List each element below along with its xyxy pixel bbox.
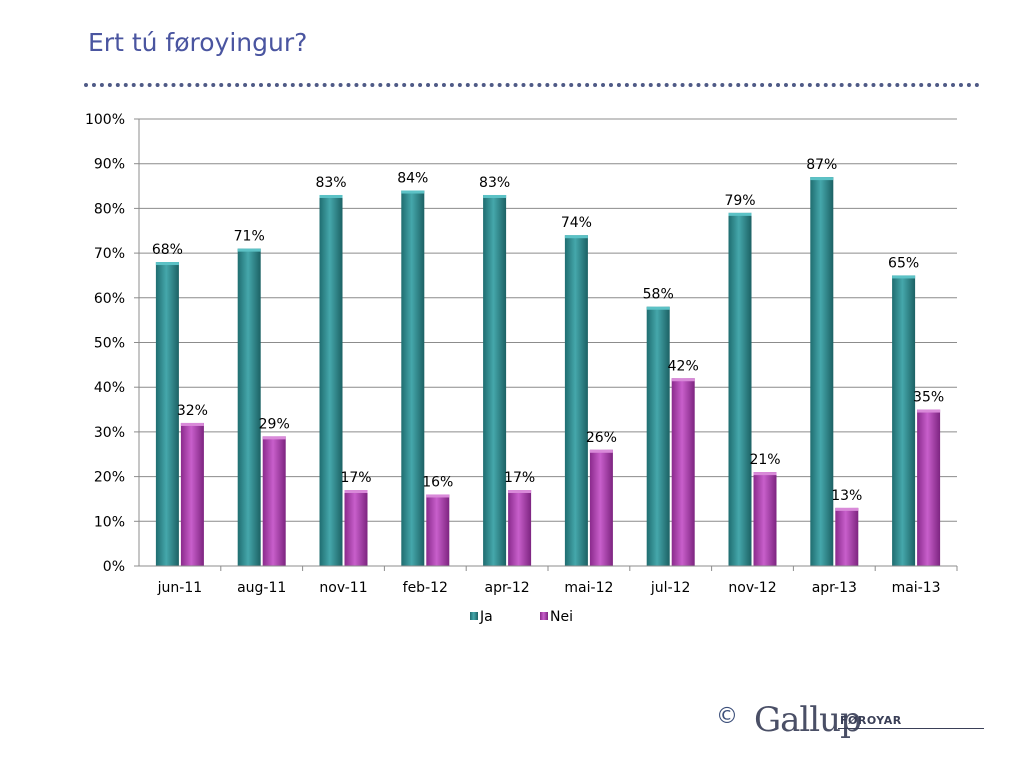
bar-nei <box>753 472 777 566</box>
data-label-nei: 32% <box>177 403 208 419</box>
bar-top-ja <box>810 177 834 181</box>
x-tick-label: jul-12 <box>650 580 691 596</box>
x-tick-label: apr-12 <box>484 580 529 596</box>
data-label-ja: 68% <box>152 242 183 258</box>
brand-underline <box>838 728 984 729</box>
bar-ja <box>810 177 834 567</box>
bar-nei <box>589 449 613 566</box>
bar-chart: 68% 32% 71% 29% 83% 17% 84% 16% 83% 17% 74% 26% 58% 4… <box>85 112 958 625</box>
bar-ja <box>646 306 670 566</box>
bar-top-nei <box>262 436 286 440</box>
brand-subtitle: FØROYAR <box>840 714 902 727</box>
y-tick-label: 80% <box>94 201 125 217</box>
data-label-ja: 71% <box>234 229 265 245</box>
y-tick-label: 0% <box>103 559 125 575</box>
legend-swatch-ja <box>470 612 478 620</box>
x-tick-label: aug-11 <box>237 580 286 596</box>
bars <box>155 177 941 567</box>
data-label-nei: 26% <box>586 430 617 446</box>
data-label-ja: 65% <box>888 255 919 271</box>
bar-top-ja <box>155 262 179 266</box>
data-label-nei: 13% <box>831 488 862 504</box>
bar-top-nei <box>426 494 450 498</box>
bar-ja <box>155 262 179 566</box>
bar-top-nei <box>671 378 695 382</box>
bar-ja <box>401 190 425 566</box>
bar-ja <box>237 248 261 566</box>
gallup-logo: © Gallup FØROYAR <box>716 700 996 748</box>
data-labels: 68% 32% 71% 29% 83% 17% 84% 16% 83% 17% 74% 26% 58% 4… <box>152 157 944 504</box>
bar-ja <box>319 194 343 567</box>
bar-top-ja <box>401 190 425 194</box>
y-tick-label: 30% <box>94 425 125 441</box>
bar-nei <box>917 409 941 566</box>
bar-ja <box>483 194 507 567</box>
bar-top-ja <box>237 248 261 252</box>
bar-top-ja <box>728 212 752 216</box>
bar-ja <box>892 275 916 566</box>
y-tick-label: 100% <box>85 112 125 128</box>
bar-top-nei <box>753 472 777 476</box>
y-tick-label: 70% <box>94 246 125 262</box>
bar-ja <box>728 212 752 566</box>
bar-nei <box>426 494 450 566</box>
data-label-ja: 83% <box>315 175 346 191</box>
data-label-nei: 29% <box>259 416 290 432</box>
data-label-nei: 42% <box>668 358 699 374</box>
y-tick-label: 90% <box>94 157 125 173</box>
y-tick-label: 60% <box>94 291 125 307</box>
bar-ja <box>564 235 588 566</box>
bar-top-ja <box>646 306 670 310</box>
y-tick-label: 50% <box>94 336 125 352</box>
legend-label-nei: Nei <box>550 609 573 625</box>
x-tick-label: nov-12 <box>728 580 776 596</box>
bar-top-nei <box>835 507 859 511</box>
data-label-ja: 87% <box>806 157 837 173</box>
page-title: Ert tú føroyingur? <box>88 28 308 57</box>
data-label-ja: 74% <box>561 215 592 231</box>
bar-top-nei <box>344 490 368 494</box>
data-label-nei: 35% <box>913 390 944 406</box>
data-label-ja: 79% <box>724 193 755 209</box>
bar-nei <box>344 490 368 566</box>
legend: Ja Nei <box>470 609 573 625</box>
copyright-symbol: © <box>716 704 738 729</box>
title-divider <box>84 83 980 87</box>
bar-nei <box>835 507 859 566</box>
x-tick-label: nov-11 <box>319 580 367 596</box>
legend-swatch-nei <box>540 612 548 620</box>
bar-nei <box>671 378 695 566</box>
bar-top-nei <box>917 409 941 413</box>
data-label-nei: 17% <box>504 470 535 486</box>
bar-top-ja <box>483 194 507 198</box>
bar-top-ja <box>892 275 916 279</box>
axes: 0% 10% 20% 30% 40% 50% 60% 70% 80% 90% 100% jun-11 a… <box>85 112 958 596</box>
data-label-nei: 16% <box>422 474 453 490</box>
y-tick-label: 40% <box>94 380 125 396</box>
data-label-nei: 17% <box>340 470 371 486</box>
brand-name: Gallup <box>754 700 862 740</box>
x-tick-label: mai-13 <box>892 580 941 596</box>
y-tick-label: 10% <box>94 514 125 530</box>
bar-top-nei <box>508 490 532 494</box>
bar-nei <box>262 436 286 566</box>
data-label-ja: 84% <box>397 171 428 187</box>
data-label-ja: 58% <box>643 287 674 303</box>
legend-label-ja: Ja <box>479 609 493 625</box>
data-label-ja: 83% <box>479 175 510 191</box>
bar-top-nei <box>180 422 204 426</box>
x-tick-label: feb-12 <box>403 580 448 596</box>
bar-nei <box>180 422 204 566</box>
bar-top-nei <box>589 449 613 453</box>
y-tick-label: 20% <box>94 470 125 486</box>
bar-top-ja <box>564 235 588 239</box>
data-label-nei: 21% <box>749 452 780 468</box>
x-tick-label: apr-13 <box>812 580 857 596</box>
x-tick-label: jun-11 <box>157 580 203 596</box>
x-tick-label: mai-12 <box>564 580 613 596</box>
bar-top-ja <box>319 194 343 198</box>
bar-nei <box>508 490 532 566</box>
